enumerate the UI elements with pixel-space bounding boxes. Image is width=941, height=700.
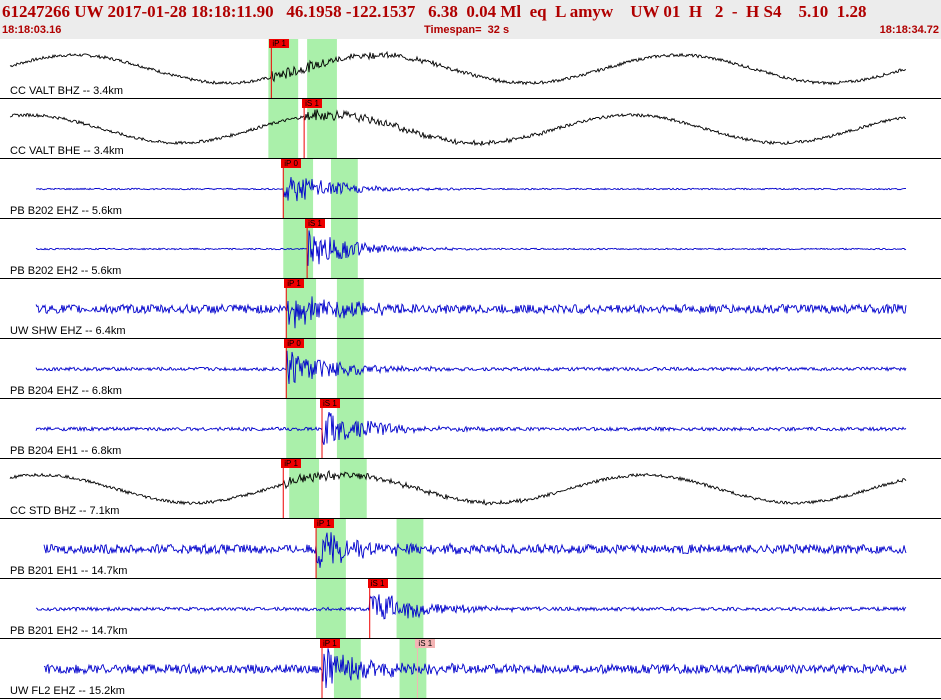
trace-panel[interactable]: iS 1 PB B201 EH2 -- 14.7km (0, 579, 941, 639)
trace-panel[interactable]: iP 1 PB B201 EH1 -- 14.7km (0, 519, 941, 579)
pick-flag[interactable]: iS 1 (305, 219, 325, 228)
trace-panel[interactable]: iP 1 iS 1 UW FL2 EHZ -- 15.2km (0, 639, 941, 699)
trace-panel[interactable]: iP 1 CC STD BHZ -- 7.1km (0, 459, 941, 519)
phase-window (316, 519, 346, 578)
phase-window (336, 279, 364, 338)
phase-window (307, 39, 337, 98)
station-label: CC VALT BHE -- 3.4km (10, 145, 124, 157)
phase-window (396, 579, 424, 638)
phase-window (307, 99, 337, 158)
pick-flag[interactable]: iS 1 (302, 99, 322, 108)
trace-panel[interactable]: iP 0 PB B202 EHZ -- 5.6km (0, 159, 941, 219)
pick-flag[interactable]: iP 1 (320, 639, 340, 648)
station-label: PB B202 EH2 -- 5.6km (10, 265, 122, 277)
seismogram-panels: iP 1 CC VALT BHZ -- 3.4km iS 1 CC VALT BHE … (0, 39, 941, 700)
start-time: 18:18:03.16 (2, 24, 62, 36)
waveform-trace (43, 532, 907, 568)
trace-canvas (35, 159, 907, 218)
trace-panel[interactable]: iP 1 CC VALT BHZ -- 3.4km (0, 39, 941, 99)
trace-canvas (35, 339, 907, 398)
trace-panel[interactable]: iP 0 PB B204 EHZ -- 6.8km (0, 339, 941, 399)
phase-window (339, 459, 367, 518)
trace-canvas (35, 279, 907, 338)
station-label: PB B204 EH1 -- 6.8km (10, 445, 122, 457)
trace-canvas (43, 639, 907, 698)
trace-canvas (43, 519, 907, 578)
trace-panel[interactable]: iP 1 UW SHW EHZ -- 6.4km (0, 279, 941, 339)
pick-flag[interactable]: iP 1 (269, 39, 289, 48)
timespan: Timespan= 32 s (424, 24, 510, 36)
event-summary: 61247266 UW 2017-01-28 18:18:11.90 46.19… (2, 2, 867, 21)
trace-panel[interactable]: iS 1 CC VALT BHE -- 3.4km (0, 99, 941, 159)
station-label: PB B201 EH1 -- 14.7km (10, 565, 128, 577)
station-label: UW SHW EHZ -- 6.4km (10, 325, 126, 337)
pick-flag[interactable]: iP 0 (284, 339, 304, 348)
waveform-trace (9, 50, 907, 86)
pick-flag[interactable]: iS 1 (415, 639, 436, 648)
trace-canvas (9, 99, 907, 158)
waveform-trace (9, 469, 907, 506)
waveform-trace (9, 109, 907, 147)
waveform-trace (35, 296, 907, 329)
trace-panel[interactable]: iS 1 PB B202 EH2 -- 5.6km (0, 219, 941, 279)
waveform-trace (35, 176, 907, 202)
waveform-trace (35, 594, 907, 620)
waveform-trace (43, 648, 907, 689)
waveform-trace (35, 350, 907, 385)
station-label: CC VALT BHZ -- 3.4km (10, 85, 124, 97)
event-header: 61247266 UW 2017-01-28 18:18:11.90 46.19… (0, 0, 941, 39)
trace-canvas (9, 39, 907, 98)
trace-canvas (35, 399, 907, 458)
waveform-trace (35, 230, 907, 266)
trace-canvas (35, 219, 907, 278)
pick-flag[interactable]: iP 1 (314, 519, 334, 528)
phase-window (268, 39, 299, 98)
pick-flag[interactable]: iP 0 (281, 159, 301, 168)
phase-window (289, 459, 320, 518)
trace-panel[interactable]: iS 1 PB B204 EH1 -- 6.8km (0, 399, 941, 459)
trace-canvas (35, 579, 907, 638)
trace-canvas (9, 459, 907, 518)
pick-flag[interactable]: iS 1 (320, 399, 340, 408)
pick-flag[interactable]: iP 1 (281, 459, 301, 468)
phase-window (268, 99, 299, 158)
pick-flag[interactable]: iP 1 (284, 279, 304, 288)
end-time: 18:18:34.72 (879, 24, 939, 36)
waveform-trace (35, 411, 907, 445)
station-label: PB B204 EHZ -- 6.8km (10, 385, 122, 397)
pick-flag[interactable]: iS 1 (367, 579, 388, 588)
station-label: PB B202 EHZ -- 5.6km (10, 205, 122, 217)
station-label: UW FL2 EHZ -- 15.2km (10, 685, 125, 697)
station-label: CC STD BHZ -- 7.1km (10, 505, 120, 517)
station-label: PB B201 EH2 -- 14.7km (10, 625, 128, 637)
